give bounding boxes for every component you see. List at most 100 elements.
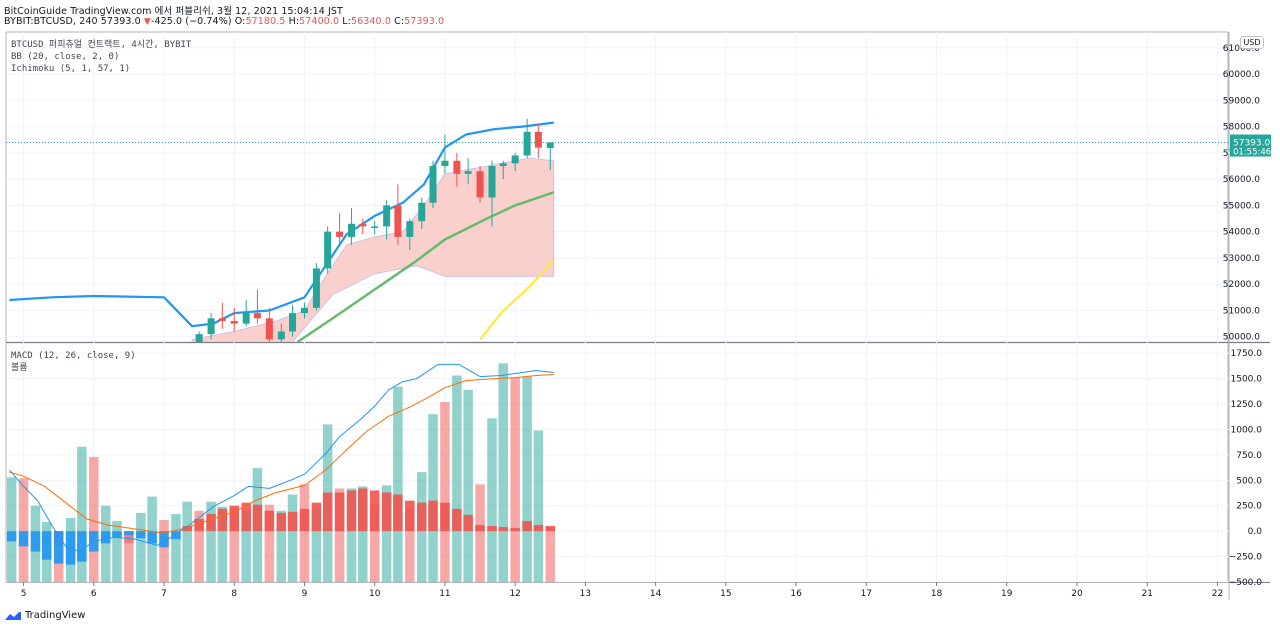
candle[interactable] [383, 205, 391, 227]
candle[interactable] [523, 131, 531, 156]
volume-bar[interactable] [100, 505, 111, 532]
candle[interactable] [289, 313, 297, 332]
candle[interactable] [394, 205, 402, 237]
volume-bar[interactable] [533, 430, 544, 532]
macd-histogram-bar[interactable] [18, 531, 29, 547]
macd-histogram-bar[interactable] [417, 502, 427, 532]
volume-legend[interactable]: 볼륨 [11, 362, 28, 373]
volume-bar[interactable] [452, 375, 462, 532]
candle[interactable] [511, 155, 519, 164]
macd-histogram-bar[interactable] [381, 492, 392, 532]
volume-bar[interactable] [463, 389, 473, 532]
candle[interactable] [312, 268, 320, 308]
macd-histogram-bar[interactable] [322, 492, 333, 532]
macd-histogram-bar[interactable] [159, 531, 169, 548]
lagging-span-line[interactable] [479, 259, 555, 341]
candle[interactable] [418, 202, 426, 222]
bb-basis-line[interactable] [296, 191, 555, 342]
macd-histogram-bar[interactable] [393, 494, 403, 532]
volume-bar[interactable] [428, 414, 438, 532]
candle[interactable] [277, 331, 285, 340]
candle[interactable] [230, 320, 238, 324]
volume-bar[interactable] [522, 376, 532, 532]
macd-histogram-bar[interactable] [229, 505, 239, 532]
macd-histogram-bar[interactable] [346, 490, 357, 532]
macd-histogram-bar[interactable] [510, 528, 520, 532]
macd-line[interactable] [9, 363, 554, 552]
macd-histogram-bar[interactable] [100, 531, 111, 544]
candle[interactable] [300, 307, 308, 314]
volume-bar[interactable] [440, 401, 450, 532]
macd-histogram-bar[interactable] [252, 504, 263, 532]
macd-histogram-bar[interactable] [533, 525, 544, 532]
macd-histogram-bar[interactable] [241, 502, 251, 532]
tradingview-logo[interactable]: TradingView [4, 610, 85, 621]
ichimoku-legend[interactable]: Ichimoku (5, 1, 57, 1) [11, 64, 130, 74]
candle[interactable] [324, 231, 332, 269]
candle[interactable] [499, 163, 507, 166]
candle[interactable] [488, 165, 496, 198]
macd-histogram-bar[interactable] [276, 512, 287, 532]
macd-histogram-bar[interactable] [112, 531, 122, 538]
macd-histogram-bar[interactable] [182, 526, 192, 532]
macd-histogram-bar[interactable] [264, 510, 275, 532]
candle[interactable] [406, 221, 414, 237]
macd-histogram-bar[interactable] [287, 511, 298, 532]
volume-bar[interactable] [147, 496, 157, 532]
macd-histogram-bar[interactable] [147, 531, 157, 544]
candle[interactable] [265, 318, 273, 340]
volume-bar[interactable] [182, 501, 192, 532]
macd-histogram-bar[interactable] [206, 513, 216, 532]
volume-bar[interactable] [89, 456, 99, 532]
candle[interactable] [348, 223, 356, 237]
signal-line[interactable] [9, 374, 554, 534]
bb-legend[interactable]: BB (20, close, 2, 0) [11, 52, 119, 62]
candle[interactable] [218, 318, 226, 321]
volume-bar[interactable] [18, 478, 29, 532]
macd-legend[interactable]: MACD (12, 26, close, 9) [11, 351, 136, 361]
macd-histogram-bar[interactable] [545, 526, 556, 532]
candle[interactable] [359, 223, 367, 227]
macd-histogram-bar[interactable] [358, 488, 368, 532]
macd-histogram-bar[interactable] [452, 508, 462, 532]
volume-bar[interactable] [510, 377, 520, 532]
candle[interactable] [441, 160, 449, 166]
macd-histogram-bar[interactable] [136, 531, 146, 539]
macd-histogram-bar[interactable] [487, 526, 497, 532]
macd-histogram-bar[interactable] [311, 502, 322, 532]
candle[interactable] [195, 334, 203, 345]
volume-bar[interactable] [65, 517, 76, 532]
candle[interactable] [336, 231, 344, 237]
volume-bar[interactable] [30, 505, 41, 532]
currency-button[interactable]: USD [1240, 36, 1264, 49]
volume-bar[interactable] [171, 513, 181, 532]
candle[interactable] [453, 160, 461, 174]
macd-histogram-bar[interactable] [463, 514, 473, 532]
volume-bar[interactable] [299, 484, 310, 532]
macd-histogram-bar[interactable] [440, 502, 450, 532]
candle[interactable] [242, 313, 250, 324]
candle[interactable] [476, 171, 484, 198]
candle[interactable] [464, 171, 472, 174]
macd-histogram-bar[interactable] [6, 531, 17, 542]
macd-histogram-bar[interactable] [428, 500, 438, 532]
macd-histogram-bar[interactable] [77, 531, 87, 562]
macd-histogram-bar[interactable] [194, 518, 204, 532]
macd-histogram-bar[interactable] [405, 500, 415, 532]
volume-bar[interactable] [136, 512, 146, 532]
macd-histogram-bar[interactable] [369, 490, 380, 532]
macd-histogram-bar[interactable] [171, 531, 181, 540]
volume-bar[interactable] [417, 472, 427, 532]
volume-bar[interactable] [393, 386, 403, 532]
macd-histogram-bar[interactable] [299, 508, 310, 532]
macd-histogram-bar[interactable] [334, 492, 345, 532]
volume-bar[interactable] [6, 477, 17, 532]
macd-histogram-bar[interactable] [30, 531, 41, 552]
macd-histogram-bar[interactable] [475, 525, 485, 532]
macd-histogram-bar[interactable] [498, 527, 508, 532]
macd-histogram-bar[interactable] [124, 531, 134, 536]
macd-histogram-bar[interactable] [522, 520, 532, 532]
candle[interactable] [253, 313, 261, 319]
volume-bar[interactable] [41, 521, 52, 532]
